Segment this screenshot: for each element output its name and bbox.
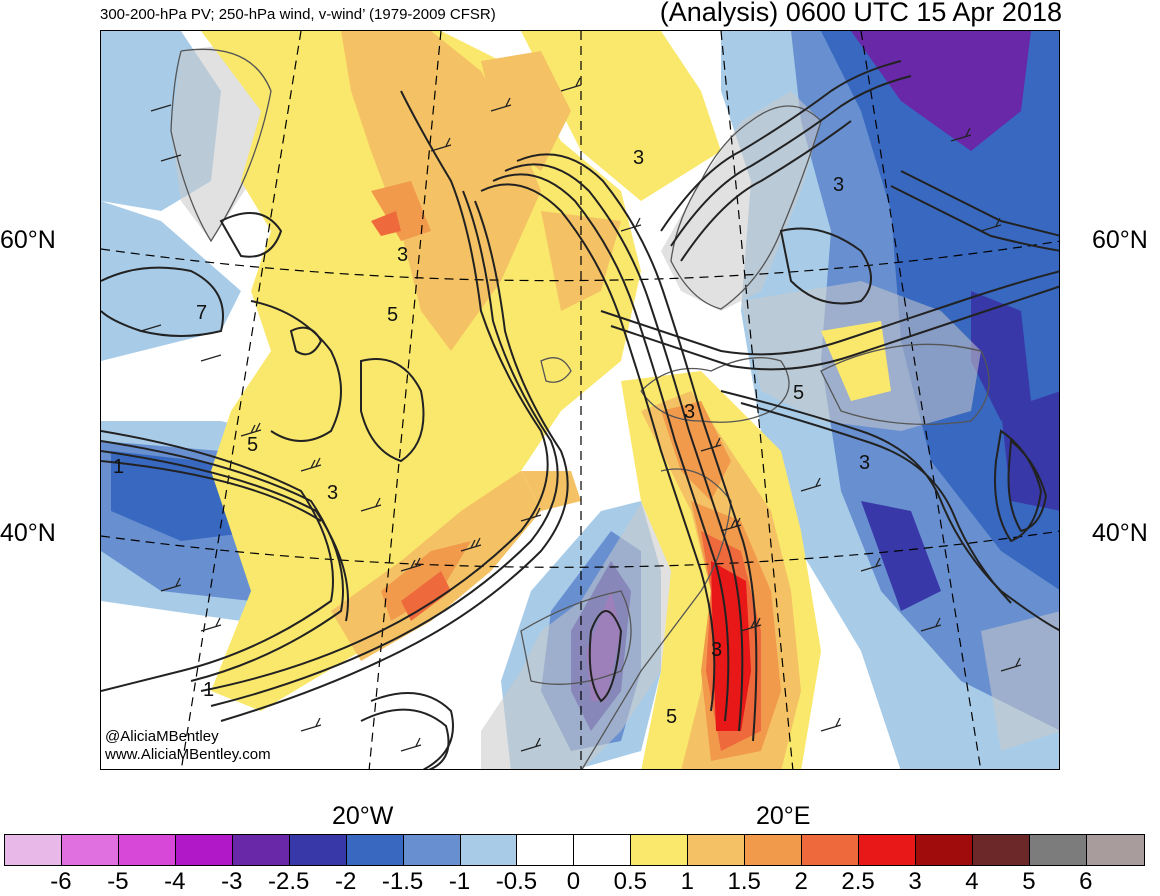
contour-label: 5 <box>387 304 398 326</box>
colorbar-label: -1.5 <box>381 868 424 895</box>
colorbar-label: 4 <box>965 868 979 895</box>
colorbar-label: -4 <box>164 868 186 895</box>
colorbar-label: -0.5 <box>495 868 538 895</box>
colorbar-label: 1 <box>680 868 694 895</box>
colorbar-swatch <box>1029 835 1087 865</box>
colorbar-swatch <box>403 835 461 865</box>
contour-labels: 1 1 3 3 3 3 3 3 3 5 5 5 5 7 <box>113 147 870 728</box>
pv-contours <box>101 60 1059 769</box>
colorbar-swatch <box>118 835 176 865</box>
colorbar-label: -5 <box>107 868 129 895</box>
lat-label-40n-left: 40°N <box>0 519 56 547</box>
contour-label: 1 <box>113 456 124 478</box>
colorbar-swatch <box>232 835 290 865</box>
colorbar-swatch <box>916 835 973 865</box>
colorbar-swatch <box>802 835 860 865</box>
colorbar-swatch <box>972 835 1030 865</box>
colorbar-swatch <box>745 835 803 865</box>
contour-label: 1 <box>203 679 214 701</box>
colorbar-swatch <box>289 835 347 865</box>
colorbar-label: 0 <box>566 868 581 895</box>
colorbar-swatch <box>61 835 119 865</box>
colorbar-label: 5 <box>1022 868 1036 895</box>
contour-label: 5 <box>666 706 677 728</box>
colorbar-label: 6 <box>1079 868 1093 895</box>
contour-label: 3 <box>633 147 644 169</box>
lon-label-20w: 20°W <box>332 802 394 830</box>
colorbar-label: 1.5 <box>727 868 761 895</box>
colorbar-label: -2.5 <box>268 868 310 895</box>
colorbar-swatch <box>631 835 689 865</box>
colorbar-swatch <box>688 835 746 865</box>
colorbar-label: 0.5 <box>613 868 648 895</box>
map-panel: 1 1 3 3 3 3 3 3 3 5 5 5 5 7 <box>100 30 1060 770</box>
colorbar-swatch <box>517 835 575 865</box>
contour-label: 5 <box>793 382 804 404</box>
lon-label-20e: 20°E <box>756 802 811 830</box>
wind-barbs <box>140 77 1022 752</box>
coastlines <box>170 48 990 769</box>
contour-label: 3 <box>833 174 844 196</box>
contour-label: 7 <box>196 302 207 324</box>
credit-twitter: @AliciaMBentley <box>105 728 219 745</box>
colorbar <box>4 834 1145 866</box>
contour-label: 3 <box>711 639 722 661</box>
contour-label: 5 <box>247 434 258 456</box>
colorbar-label: -6 <box>50 868 72 895</box>
colorbar-label: -1 <box>448 868 471 895</box>
colorbar-label: -3 <box>221 868 243 895</box>
colorbar-swatch <box>175 835 233 865</box>
colorbar-label: 3 <box>908 868 922 895</box>
credit-website: www.AliciaMBentley.com <box>105 746 271 763</box>
colorbar-swatch <box>859 835 916 865</box>
lat-label-60n-right: 60°N <box>1092 226 1148 254</box>
contour-label: 3 <box>397 244 408 266</box>
lat-label-40n-right: 40°N <box>1092 519 1148 547</box>
colorbar-label: 2.5 <box>841 868 875 895</box>
positive-anomaly-fill <box>201 31 891 769</box>
map-subtitle: 300-200-hPa PV; 250-hPa wind, v-wind’ (1… <box>100 6 496 23</box>
colorbar-swatch <box>1086 835 1144 865</box>
map-canvas: 1 1 3 3 3 3 3 3 3 5 5 5 5 7 <box>101 31 1059 769</box>
map-title: (Analysis) 0600 UTC 15 Apr 2018 <box>659 0 1062 27</box>
contour-label: 3 <box>327 482 338 504</box>
contour-label: 3 <box>859 452 870 474</box>
colorbar-swatch <box>5 835 62 865</box>
colorbar-swatch <box>346 835 404 865</box>
contour-label: 3 <box>684 401 695 423</box>
colorbar-label: 2 <box>794 868 808 895</box>
colorbar-swatch <box>460 835 518 865</box>
colorbar-swatch <box>574 835 632 865</box>
lat-label-60n-left: 60°N <box>0 226 56 254</box>
colorbar-label: -2 <box>334 868 357 895</box>
